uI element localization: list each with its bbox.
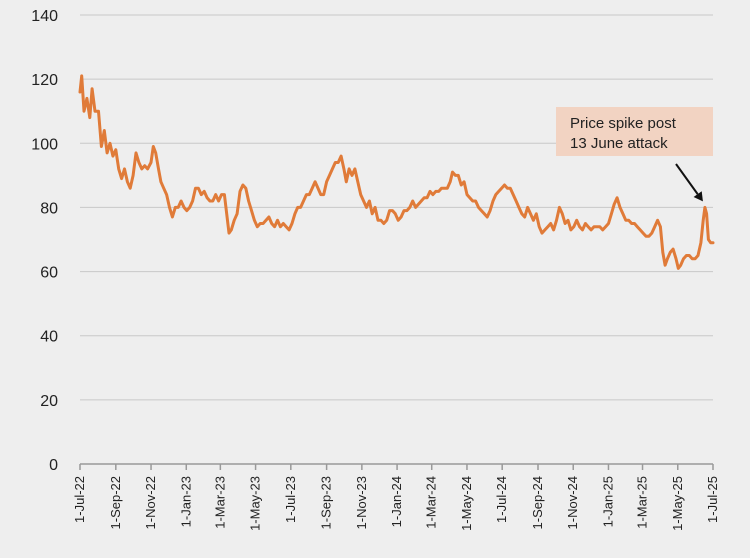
x-tick-label-1-Nov-23: 1-Nov-23 — [354, 476, 369, 529]
price-series-line — [78, 74, 715, 270]
x-tick-label-1-May-23: 1-May-23 — [248, 476, 263, 531]
annotation-box — [556, 107, 713, 156]
x-tick-label-1-Nov-24: 1-Nov-24 — [565, 476, 580, 529]
x-tick-label-1-Jul-23: 1-Jul-23 — [283, 476, 298, 523]
y-tick-label-120: 120 — [31, 72, 58, 89]
x-tick-label-1-Jan-25: 1-Jan-25 — [600, 476, 615, 527]
annotation: Price spike post 13 June attack — [556, 107, 713, 202]
x-tick-label-1-Sep-22: 1-Sep-22 — [108, 476, 123, 529]
x-tick-label-1-Nov-22: 1-Nov-22 — [143, 476, 158, 529]
x-tick-label-1-Jul-22: 1-Jul-22 — [72, 476, 87, 523]
y-tick-label-0: 0 — [49, 457, 58, 474]
x-tick-label-1-Jul-25: 1-Jul-25 — [705, 476, 720, 523]
x-tick-label-1-May-24: 1-May-24 — [459, 476, 474, 531]
annotation-text-line-1: Price spike post — [570, 115, 677, 132]
x-tick-label-1-Mar-25: 1-Mar-25 — [635, 476, 650, 529]
y-tick-label-140: 140 — [31, 8, 58, 25]
x-tick-label-1-Sep-24: 1-Sep-24 — [530, 476, 545, 529]
x-axis-tick-labels: 1-Jul-22 1-Sep-22 1-Nov-22 1-Jan-23 1-Mar-23… — [72, 476, 720, 531]
y-tick-label-40: 40 — [40, 329, 58, 346]
y-tick-label-100: 100 — [31, 136, 58, 153]
x-tick-label-1-Jul-24: 1-Jul-24 — [494, 476, 509, 523]
y-axis-tick-labels: 0 20 40 60 80 100 120 140 — [31, 8, 58, 474]
x-tick-label-1-Mar-23: 1-Mar-23 — [212, 476, 227, 529]
x-tick-label-1-Mar-24: 1-Mar-24 — [424, 476, 439, 529]
y-tick-label-80: 80 — [40, 200, 58, 217]
x-tick-label-1-Jan-24: 1-Jan-24 — [389, 476, 404, 527]
x-tick-label-1-Jan-23: 1-Jan-23 — [178, 476, 193, 527]
y-tick-label-20: 20 — [40, 393, 58, 410]
annotation-arrowhead — [693, 191, 703, 202]
y-tick-label-60: 60 — [40, 265, 58, 282]
annotation-text-line-2: 13 June attack — [570, 135, 668, 152]
x-tick-label-1-Sep-23: 1-Sep-23 — [319, 476, 334, 529]
annotation-arrow — [675, 163, 699, 195]
x-tick-label-1-May-25: 1-May-25 — [670, 476, 685, 531]
x-axis-ticks — [79, 464, 714, 470]
